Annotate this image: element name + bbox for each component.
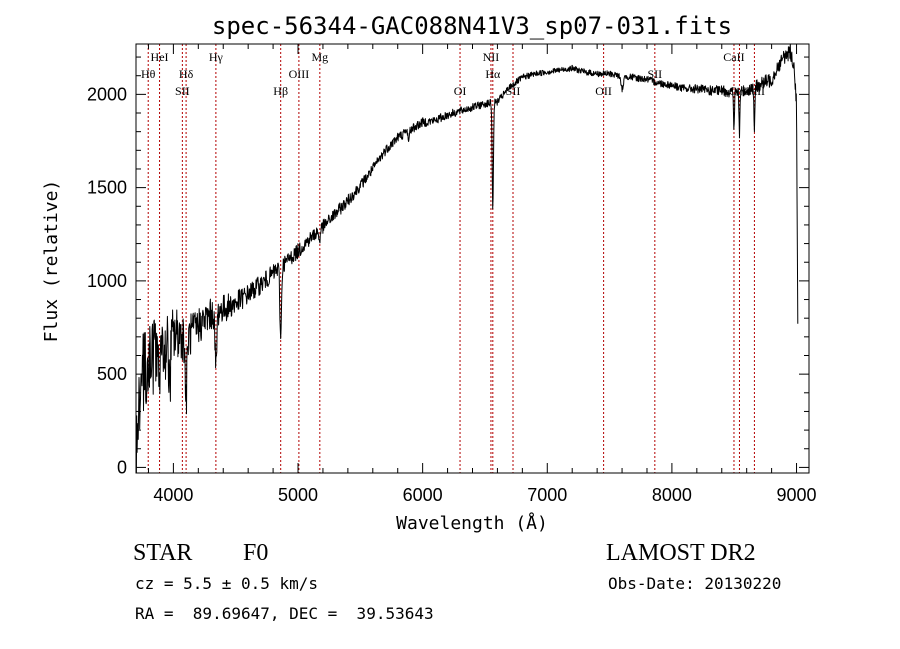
coordinates: RA = 89.69647, DEC = 39.53643 [135, 604, 434, 623]
line-label: Hθ [141, 67, 156, 81]
line-label: Hβ [273, 84, 288, 98]
line-label: CaII [744, 84, 765, 98]
redshift-value: cz = 5.5 ± 0.5 km/s [135, 574, 319, 593]
plot-frame [135, 43, 810, 474]
line-label: Hδ [179, 67, 194, 81]
object-class: STAR [133, 540, 193, 566]
x-tick-label: 6000 [403, 485, 443, 505]
y-tick-label: 0 [117, 457, 127, 477]
line-label: SII [506, 84, 521, 98]
object-subclass: F0 [243, 540, 269, 566]
line-label: Hγ [209, 50, 224, 64]
x-tick-label: 4000 [153, 485, 193, 505]
line-label: NII [483, 50, 500, 64]
x-tick-label: 5000 [278, 485, 318, 505]
y-tick-label: 1500 [87, 178, 127, 198]
x-tick-label: 9000 [777, 485, 817, 505]
line-label: Mg [311, 50, 328, 64]
emission-line-markers [147, 44, 755, 473]
y-axis-label: Flux (relative) [41, 180, 62, 343]
axis-ticks: 4000 5000 6000 7000 8000 9000 0 500 1000 1500 2000 [87, 44, 817, 505]
y-tick-label: 2000 [87, 84, 127, 104]
line-label: HeI [151, 50, 169, 64]
y-tick-label: 500 [97, 364, 127, 384]
line-label: SII [647, 67, 662, 81]
chart-title: spec-56344-GAC088N41V3_sp07-031.fits [212, 12, 732, 40]
survey-name: LAMOST DR2 [606, 540, 756, 566]
line-label: OII [595, 84, 612, 98]
line-label: Hα [485, 67, 501, 81]
x-tick-label: 7000 [527, 485, 567, 505]
spectrum-series-line [135, 43, 799, 474]
x-axis-label: Wavelength (Å) [396, 512, 548, 534]
line-label: OIII [289, 67, 310, 81]
observation-date: Obs-Date: 20130220 [608, 574, 782, 593]
line-label: OI [454, 84, 467, 98]
line-label: SII [175, 84, 190, 98]
y-tick-label: 1000 [87, 271, 127, 291]
line-label: CaII [729, 84, 750, 98]
line-label: CaII [723, 50, 744, 64]
x-tick-label: 8000 [652, 485, 692, 505]
